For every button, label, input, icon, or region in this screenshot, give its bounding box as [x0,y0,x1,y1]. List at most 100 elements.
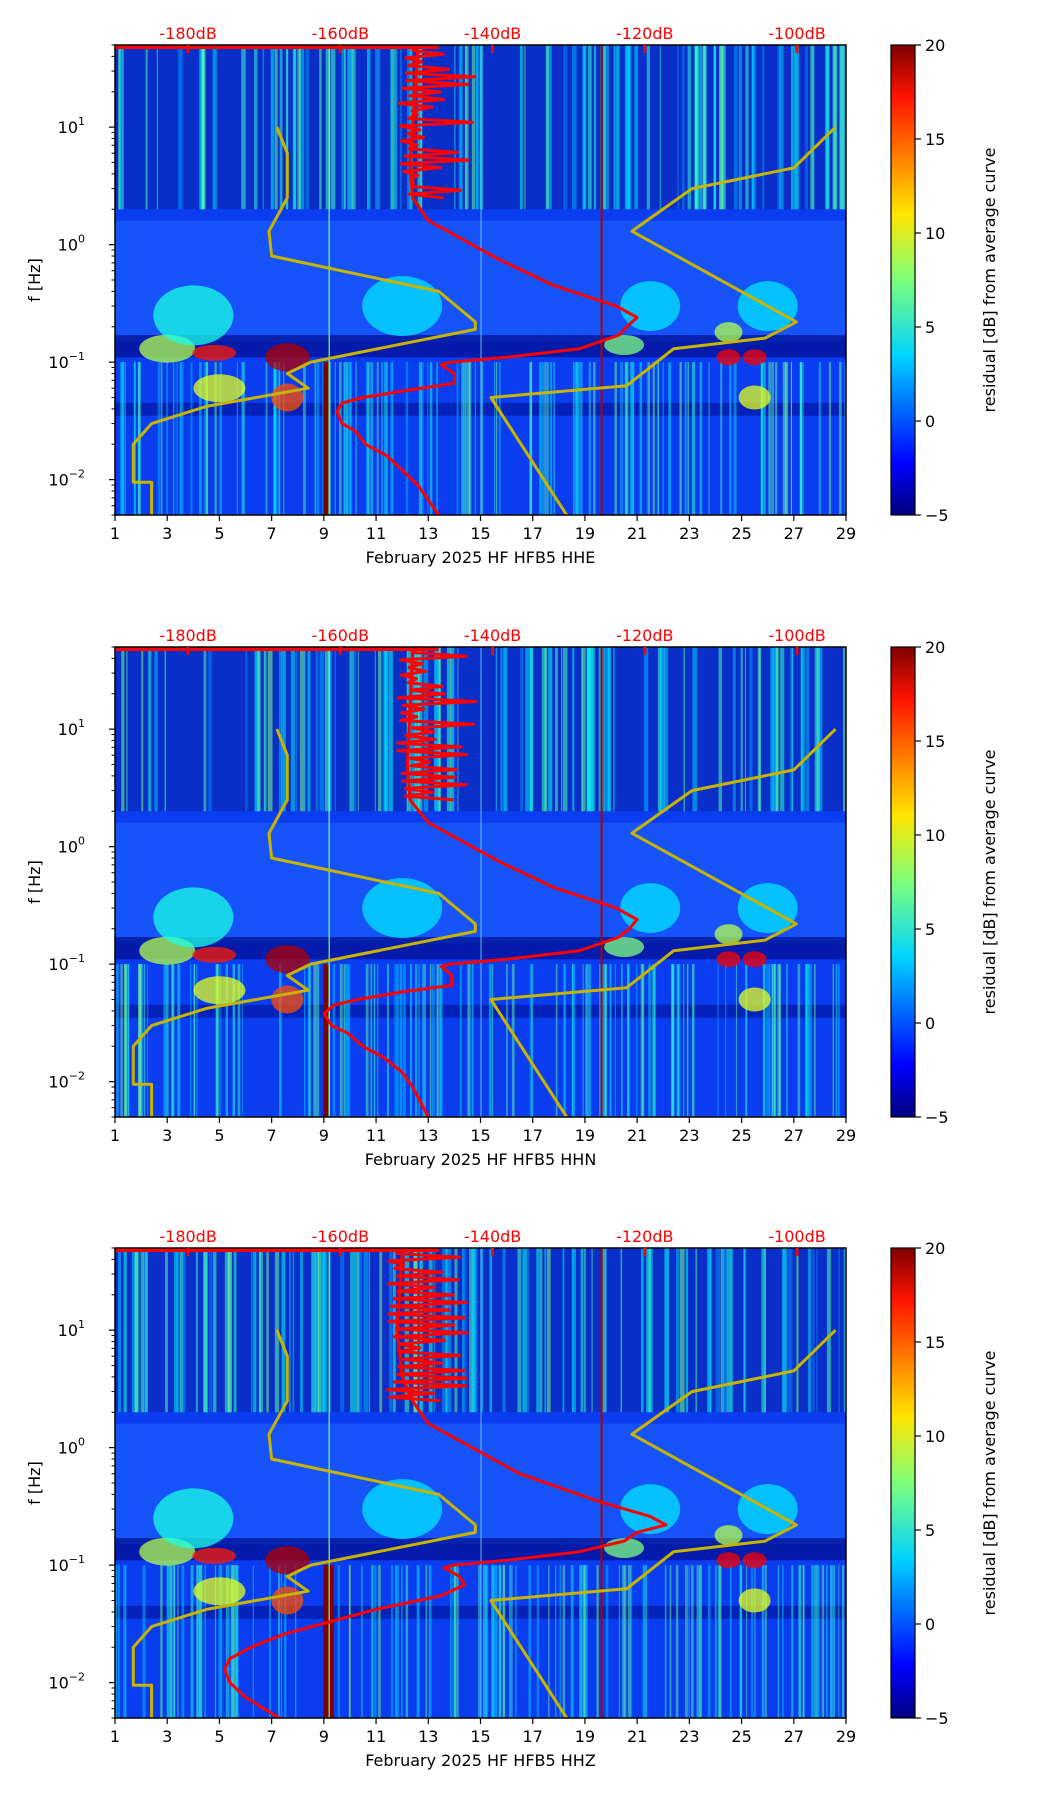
storm-blob [271,985,304,1014]
stripe [691,1565,694,1718]
stripe [134,362,136,515]
stripe [677,45,679,210]
stripe [313,964,317,1117]
stripe [780,647,785,812]
stripe [399,964,403,1117]
storm-blob [153,285,234,346]
x-tick-label: 1 [110,1727,120,1746]
stripe [266,1248,269,1413]
db-scale-tick [643,647,647,655]
stripe [177,964,181,1117]
stripe [465,362,467,515]
gap-line [323,362,329,515]
db-scale-tick [491,1248,495,1256]
stripe [645,1565,648,1718]
stripe [683,647,686,812]
stripe [118,1248,121,1413]
stripe [541,362,545,515]
stripe [289,1248,291,1413]
stripe [208,647,212,812]
stripe [762,964,765,1117]
stripe [292,1248,295,1413]
y-tick-exponent: 1 [78,1318,85,1331]
stripe [651,1248,653,1413]
db-scale-label: -120dB [616,1227,673,1246]
stripe [798,1565,801,1718]
colorbar-tick-label: 0 [925,412,935,431]
stripe [660,647,664,812]
stripe [361,1565,363,1718]
stripe [838,362,842,515]
x-tick-label: 11 [366,1727,386,1746]
stripe [396,964,399,1117]
stripe [768,362,772,515]
stripe [148,647,152,812]
stripe [476,45,478,210]
stripe [376,362,379,515]
y-axis-label: f [Hz] [25,258,44,302]
stripe [547,45,552,210]
stripe [196,964,198,1117]
stripe [699,362,703,515]
stripe [156,647,158,812]
stripe [844,362,846,515]
stripe [719,1565,721,1718]
stripe [799,1565,802,1718]
stripe [563,964,566,1117]
stripe [381,362,383,515]
stripe [121,362,124,515]
stripe [280,1565,283,1718]
stripe [718,1248,720,1413]
stripe [669,1565,672,1718]
stripe [639,362,643,515]
stripe [390,45,393,210]
stripe [588,964,591,1117]
storm-blob [193,1577,246,1606]
stripe [200,1565,203,1718]
stripe [810,45,814,210]
stripe [715,1565,717,1718]
colorbar-tick-label: 0 [925,1014,935,1033]
storm-blob [716,951,741,968]
stripe [319,647,325,812]
stripe [585,964,589,1117]
stripe [225,964,229,1117]
stripe [715,1248,719,1413]
colorbar-label: residual [dB] from average curve [980,1351,999,1616]
stripe [166,362,168,515]
stripe [420,362,424,515]
y-tick-exponent: −2 [69,1671,85,1684]
stripe [571,647,573,812]
colorbar-tick-label: 15 [925,130,945,149]
stripe [735,964,738,1117]
stripe [340,1248,345,1413]
stripe [687,964,689,1117]
db-scale-tick [795,647,799,655]
stripe [279,45,282,210]
stripe [425,1565,428,1718]
stripe [241,964,243,1117]
colorbar-tick-label: 15 [925,732,945,751]
storm-blob [192,344,237,361]
stripe [317,1248,321,1413]
x-tick-label: 29 [836,524,856,543]
stripe [458,45,463,210]
stripe [500,647,503,812]
stripe [800,647,806,812]
stripe [198,362,202,515]
stripe [203,362,205,515]
stripe [172,362,175,515]
x-tick-label: 1 [110,1126,120,1145]
stripe [539,362,542,515]
stripe [811,1565,814,1718]
x-tick-label: 3 [162,524,172,543]
x-tick-label: 23 [679,1727,699,1746]
stripe [232,964,235,1117]
stripe [227,1248,233,1413]
stripe [677,964,681,1117]
stripe [530,1565,532,1718]
db-scale-label: -120dB [616,626,673,645]
stripe [693,362,696,515]
stripe [819,647,822,812]
